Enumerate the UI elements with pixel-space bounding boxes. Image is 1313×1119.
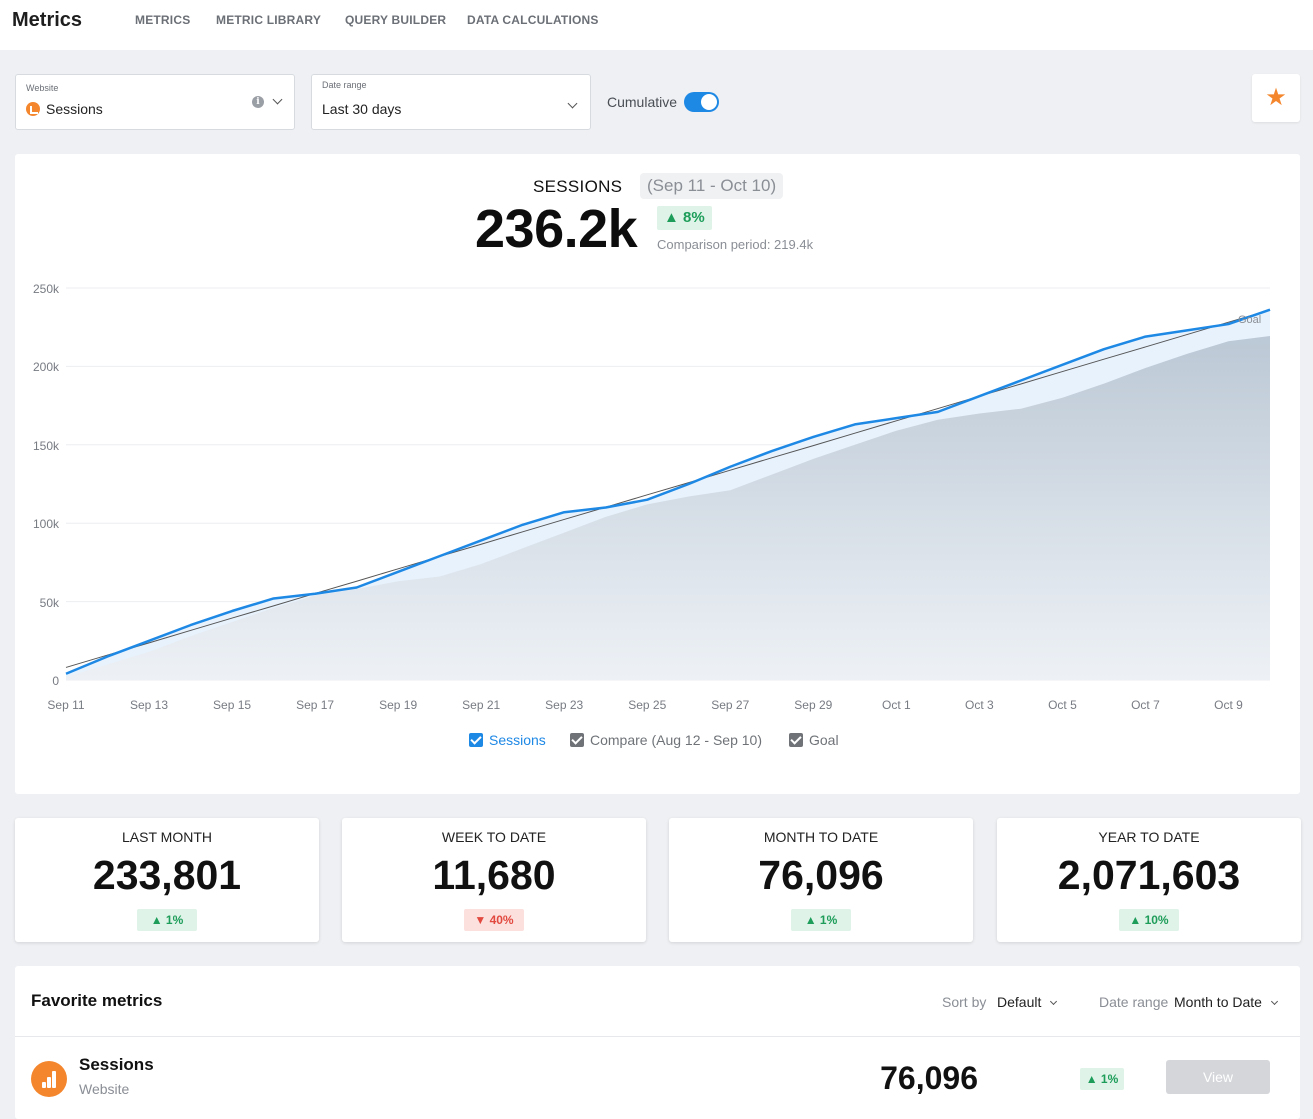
legend-sessions[interactable]: Sessions [469, 732, 546, 748]
nav-data-calculations[interactable]: DATA CALCULATIONS [467, 13, 599, 27]
y-tick-label: 250k [32, 282, 59, 296]
website-select-value: Sessions [26, 101, 103, 117]
x-tick-label: Oct 5 [1048, 698, 1077, 712]
stat-value: 2,071,603 [1057, 852, 1241, 898]
stat-value: 233,801 [92, 852, 242, 898]
x-tick-label: Sep 15 [213, 698, 252, 712]
favorite-star-button[interactable]: ★ [1252, 74, 1300, 122]
stat-card-week-to-date: WEEK TO DATE 11,680 ▼ 40% [342, 818, 646, 942]
top-nav: Metrics METRICS METRIC LIBRARY QUERY BUI… [0, 0, 1313, 50]
favorite-metric-source: Website [79, 1081, 130, 1097]
stat-label: MONTH TO DATE [763, 829, 879, 845]
metric-delta-badge: ▲ 8% [657, 206, 712, 230]
x-tick-label: Sep 11 [47, 698, 85, 712]
legend-compare-label: Compare (Aug 12 - Sep 10) [590, 732, 762, 748]
cumulative-label: Cumulative [607, 94, 678, 110]
chevron-down-icon [272, 94, 283, 105]
x-tick-label: Sep 19 [379, 698, 418, 712]
cumulative-toggle[interactable] [684, 92, 719, 112]
app-title: Metrics [12, 9, 83, 31]
x-tick-label: Sep 13 [130, 698, 169, 712]
legend-compare[interactable]: Compare (Aug 12 - Sep 10) [570, 732, 762, 748]
checkbox-checked-icon [789, 733, 803, 747]
period-pill: (Sep 11 - Oct 10) [640, 173, 784, 199]
favorites-date-range-label: Date range [1099, 994, 1169, 1010]
favorites-card [15, 966, 1300, 1119]
x-tick-label: Sep 27 [711, 698, 750, 712]
website-select[interactable]: Website Sessions i [15, 74, 295, 130]
checkbox-checked-icon [570, 733, 584, 747]
x-tick-label: Oct 7 [1131, 698, 1160, 712]
x-tick-label: Sep 25 [628, 698, 667, 712]
stat-delta-badge: ▼ 40% [464, 909, 524, 931]
y-tick-label: 200k [32, 360, 59, 374]
google-analytics-icon [26, 102, 40, 116]
sort-by-label: Sort by [942, 994, 987, 1010]
y-tick-label: 0 [52, 674, 59, 688]
stat-label: LAST MONTH [122, 829, 212, 845]
comparison-text: Comparison period: 219.4k [657, 237, 814, 252]
favorite-metric-name[interactable]: Sessions [79, 1055, 154, 1074]
metric-name: SESSIONS [533, 177, 623, 196]
legend-sessions-label: Sessions [489, 732, 546, 748]
star-icon: ★ [1265, 84, 1287, 111]
stat-card-month-to-date: MONTH TO DATE 76,096 ▲ 1% [669, 818, 973, 942]
chevron-down-icon [567, 98, 578, 109]
metric-total-value: 236.2k [475, 199, 638, 259]
y-tick-label: 150k [32, 439, 59, 453]
stat-card-last-month: LAST MONTH 233,801 ▲ 1% [15, 818, 319, 942]
chevron-down-icon [1050, 997, 1058, 1006]
toggle-knob [701, 94, 717, 110]
stat-value: 11,680 [432, 852, 556, 898]
x-tick-label: Oct 3 [965, 698, 994, 712]
google-analytics-icon [31, 1061, 67, 1097]
goal-line-label: Goal [1238, 314, 1262, 326]
favorite-metric-delta: ▲ 1% [1080, 1068, 1124, 1090]
x-tick-label: Sep 21 [462, 698, 501, 712]
legend-goal[interactable]: Goal [789, 732, 839, 748]
website-select-text: Sessions [46, 101, 103, 117]
stat-delta-badge: ▲ 1% [791, 909, 851, 931]
date-range-value: Last 30 days [322, 101, 402, 117]
y-tick-label: 100k [32, 517, 59, 531]
stat-label: YEAR TO DATE [1098, 829, 1200, 845]
x-tick-label: Oct 1 [882, 698, 911, 712]
info-icon[interactable]: i [252, 96, 264, 108]
divider [15, 1036, 1300, 1037]
stat-value: 76,096 [758, 852, 884, 898]
stat-delta-badge: ▲ 10% [1119, 909, 1179, 931]
x-tick-label: Sep 23 [545, 698, 584, 712]
date-range-select[interactable]: Date range Last 30 days [311, 74, 591, 130]
favorite-metric-value: 76,096 [880, 1060, 978, 1096]
legend-goal-label: Goal [809, 732, 839, 748]
view-button[interactable]: View [1166, 1060, 1270, 1094]
stat-card-year-to-date: YEAR TO DATE 2,071,603 ▲ 10% [997, 818, 1301, 942]
stat-delta-badge: ▲ 1% [137, 909, 197, 931]
chevron-down-icon [1270, 997, 1278, 1006]
date-range-label: Date range [322, 80, 367, 90]
stat-label: WEEK TO DATE [441, 829, 547, 845]
nav-metric-library[interactable]: METRIC LIBRARY [216, 13, 322, 27]
website-select-label: Website [26, 83, 59, 93]
checkbox-checked-icon [469, 733, 483, 747]
sort-by-dropdown[interactable]: Default [997, 994, 1058, 1010]
x-tick-label: Sep 29 [794, 698, 833, 712]
x-tick-label: Sep 17 [296, 698, 335, 712]
favorites-date-range-dropdown[interactable]: Month to Date [1174, 994, 1278, 1010]
favorites-date-range-value: Month to Date [1174, 994, 1262, 1010]
sort-by-value: Default [997, 994, 1042, 1010]
nav-metrics[interactable]: METRICS [135, 13, 191, 27]
x-tick-label: Oct 9 [1214, 698, 1243, 712]
nav-query-builder[interactable]: QUERY BUILDER [345, 13, 447, 27]
y-tick-label: 50k [39, 596, 59, 610]
favorites-title: Favorite metrics [31, 991, 163, 1010]
